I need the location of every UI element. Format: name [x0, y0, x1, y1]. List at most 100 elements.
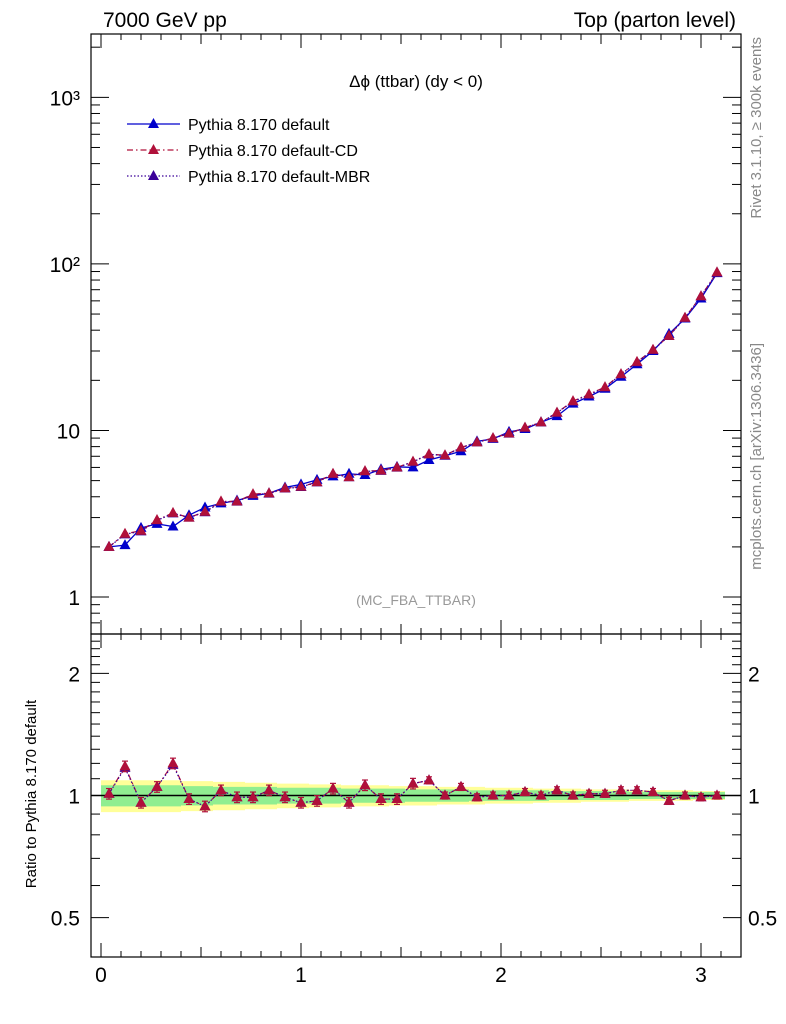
ratio-data-point [679, 789, 691, 800]
ratio-data-point [423, 774, 435, 785]
ratio-data-point [439, 789, 451, 800]
legend-marker-cd [148, 144, 159, 154]
ratio-data-point [295, 796, 307, 807]
ratio-y-tick-label-left: 1 [68, 786, 80, 809]
legend-label-default: Pythia 8.170 default [188, 117, 330, 134]
data-point [167, 520, 179, 531]
ratio-panel: 0 1 2 3 0.5 0.5 1 1 2 2 [51, 633, 777, 987]
ratio-y-tick-label-left: 0.5 [51, 908, 80, 931]
x-tick-label: 3 [695, 964, 707, 987]
data-point [407, 455, 419, 466]
data-point [407, 461, 419, 472]
ratio-y-tick-label-left: 2 [68, 663, 80, 686]
ratio-y-tick-label-right: 0.5 [748, 908, 777, 931]
ratio-data-point [103, 787, 115, 798]
ratio-data-point [327, 782, 339, 793]
ratio-y-axis-label: Ratio to Pythia 8.170 default [23, 699, 40, 888]
main-y-tick-label: 10² [50, 254, 80, 277]
markers-default [103, 267, 723, 551]
data-point [503, 427, 515, 438]
main-y-tick-label: 10³ [50, 87, 80, 110]
ratio-data-point [375, 793, 387, 804]
data-point [359, 465, 371, 476]
data-point [567, 395, 579, 406]
main-y-tick-label: 1 [68, 587, 80, 610]
ratio-data-point [647, 786, 659, 797]
data-point [615, 368, 627, 379]
series-mbr [108, 272, 718, 548]
data-point [423, 453, 435, 464]
data-point [135, 524, 147, 535]
data-point [103, 540, 115, 551]
ratio-data-point [167, 757, 179, 768]
data-point [519, 421, 531, 432]
data-point [471, 436, 483, 447]
legend: Pythia 8.170 default Pythia 8.170 defaul… [127, 117, 370, 186]
legend-label-mbr: Pythia 8.170 default-MBR [188, 169, 370, 186]
data-point [583, 388, 595, 399]
legend-entry-default: Pythia 8.170 default [127, 117, 330, 134]
data-point [535, 416, 547, 427]
ratio-data-point [599, 787, 611, 798]
data-point [439, 449, 451, 460]
data-point [199, 505, 211, 516]
legend-marker-mbr [148, 170, 159, 180]
ratio-data-point [215, 784, 227, 795]
data-point [711, 266, 723, 277]
ratio-data-point [279, 791, 291, 802]
ratio-data-point [359, 779, 371, 790]
ratio-data-point [119, 760, 131, 771]
data-point [167, 506, 179, 517]
ratio-data-point [343, 796, 355, 807]
data-point [375, 464, 387, 475]
ratio-data-point [471, 791, 483, 802]
x-tick-label: 1 [295, 964, 307, 987]
legend-marker-default [148, 118, 159, 128]
ratio-data-point [135, 796, 147, 807]
ratio-data-point [711, 789, 723, 800]
ratio-data-point [551, 784, 563, 795]
ratio-data-point [455, 780, 467, 791]
data-point [487, 432, 499, 443]
ratio-data-point [519, 786, 531, 797]
data-point [215, 495, 227, 506]
x-tick-label: 2 [495, 964, 507, 987]
series-line [108, 272, 718, 548]
data-point [231, 495, 243, 506]
ratio-markers-cd [103, 757, 723, 813]
ratio-data-point [151, 780, 163, 791]
ratio-data-point [311, 794, 323, 805]
process-label: Top (parton level) [574, 9, 736, 32]
ratio-y-tick-label-right: 2 [748, 663, 760, 686]
rivet-label: Rivet 3.1.10, ≥ 300k events [748, 37, 765, 219]
data-point [663, 329, 675, 340]
legend-entry-mbr: Pythia 8.170 default-MBR [127, 169, 370, 186]
data-point [695, 290, 707, 301]
ratio-data-point [615, 784, 627, 795]
data-point [183, 511, 195, 522]
series-line [108, 272, 718, 548]
ratio-data-point [231, 791, 243, 802]
data-point [343, 471, 355, 482]
ratio-data-point [583, 787, 595, 798]
legend-label-cd: Pythia 8.170 default-CD [188, 143, 358, 160]
markers-cd [103, 266, 723, 551]
ratio-data-point [487, 789, 499, 800]
data-point [263, 487, 275, 498]
main-y-tick-label: 10 [57, 420, 80, 443]
mcplots-label: mcplots.cern.ch [arXiv:1306.3436] [748, 343, 765, 570]
data-point [295, 480, 307, 491]
ratio-data-point [503, 789, 515, 800]
data-point [119, 539, 131, 550]
data-point [599, 381, 611, 392]
data-point [631, 355, 643, 366]
data-point [679, 311, 691, 322]
ratio-data-point [183, 793, 195, 804]
data-point [327, 467, 339, 478]
data-point [551, 406, 563, 417]
ratio-data-point [631, 784, 643, 795]
ratio-data-point [247, 791, 259, 802]
data-point [647, 343, 659, 354]
ratio-data-point [663, 794, 675, 805]
